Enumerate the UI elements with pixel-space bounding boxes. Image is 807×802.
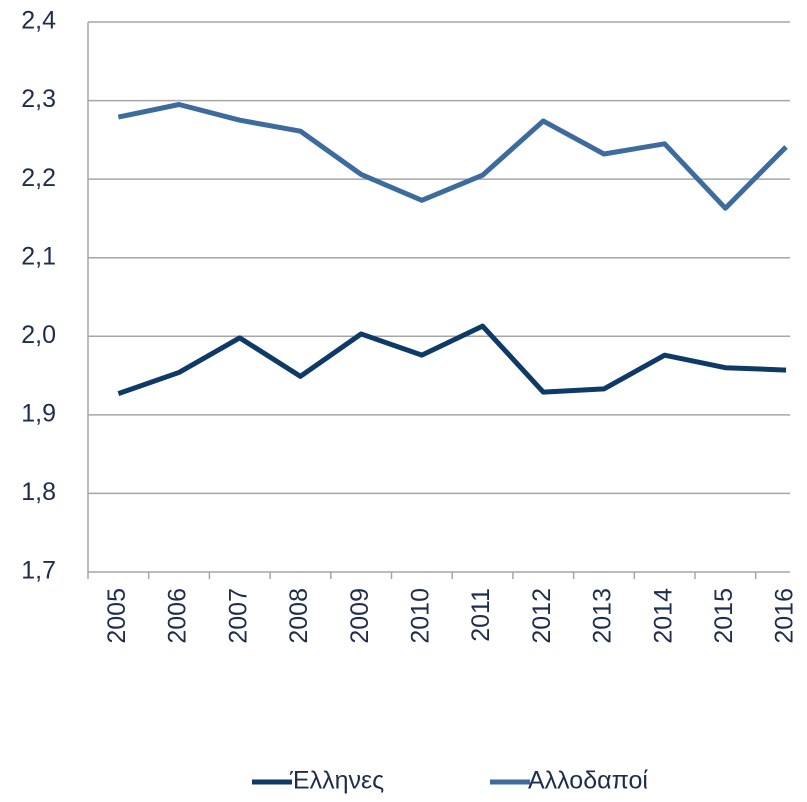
y-tick-label: 2,4 — [21, 7, 56, 35]
y-tick-label: 1,7 — [21, 557, 56, 585]
y-tick-label: 2,1 — [21, 242, 56, 270]
legend-label: Αλλοδαποί — [528, 767, 648, 795]
x-tick-label: 2006 — [164, 588, 192, 644]
x-tick-label: 2007 — [224, 588, 252, 644]
x-tick-label: 2008 — [285, 588, 313, 644]
y-tick-label: 2,2 — [21, 164, 56, 192]
x-tick-label: 2011 — [467, 588, 495, 642]
x-tick-label: 2005 — [103, 588, 131, 644]
x-tick-label: 2009 — [346, 588, 374, 644]
x-tick-label: 2016 — [771, 588, 799, 644]
y-tick-label: 2,0 — [21, 321, 56, 349]
x-tick-label: 2013 — [589, 588, 617, 644]
series-line — [117, 323, 787, 397]
legend-label: Έλληνες — [289, 767, 384, 795]
y-tick-label: 1,8 — [21, 478, 56, 506]
y-tick-label: 2,3 — [21, 85, 56, 113]
x-tick-label: 2010 — [406, 588, 434, 644]
series-line — [117, 102, 788, 211]
x-tick-label: 2012 — [528, 588, 556, 644]
x-tick-label: 2014 — [649, 588, 677, 644]
x-tick-label: 2015 — [710, 588, 738, 644]
y-tick-label: 1,9 — [21, 399, 56, 427]
